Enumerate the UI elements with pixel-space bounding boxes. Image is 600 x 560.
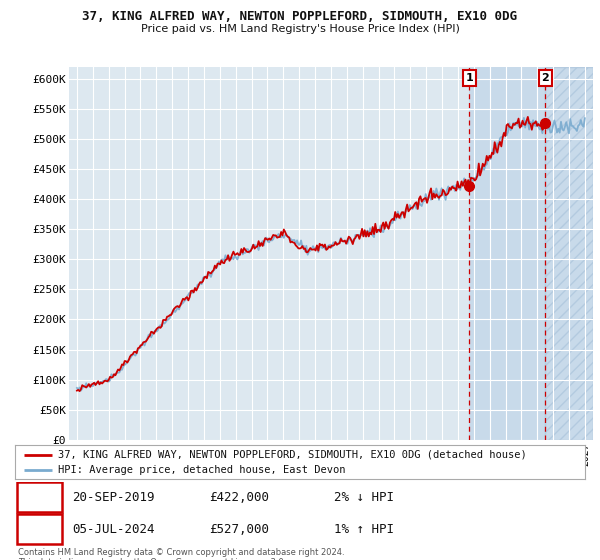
Text: Price paid vs. HM Land Registry's House Price Index (HPI): Price paid vs. HM Land Registry's House … <box>140 24 460 34</box>
Text: 1: 1 <box>466 73 473 83</box>
Text: 2: 2 <box>542 73 550 83</box>
FancyBboxPatch shape <box>17 515 62 544</box>
FancyBboxPatch shape <box>17 482 62 512</box>
Text: £422,000: £422,000 <box>209 491 269 503</box>
Text: 1% ↑ HPI: 1% ↑ HPI <box>334 522 394 536</box>
Text: 05-JUL-2024: 05-JUL-2024 <box>72 522 155 536</box>
Bar <box>545 67 593 440</box>
Text: £527,000: £527,000 <box>209 522 269 536</box>
Text: 2: 2 <box>36 522 43 536</box>
Text: 1: 1 <box>36 491 43 503</box>
Text: 20-SEP-2019: 20-SEP-2019 <box>72 491 155 503</box>
Text: 37, KING ALFRED WAY, NEWTON POPPLEFORD, SIDMOUTH, EX10 0DG: 37, KING ALFRED WAY, NEWTON POPPLEFORD, … <box>83 10 517 23</box>
Text: 37, KING ALFRED WAY, NEWTON POPPLEFORD, SIDMOUTH, EX10 0DG (detached house): 37, KING ALFRED WAY, NEWTON POPPLEFORD, … <box>58 450 527 460</box>
Text: Contains HM Land Registry data © Crown copyright and database right 2024.
This d: Contains HM Land Registry data © Crown c… <box>18 548 344 560</box>
Bar <box>469 67 545 440</box>
Text: 2% ↓ HPI: 2% ↓ HPI <box>334 491 394 503</box>
Text: HPI: Average price, detached house, East Devon: HPI: Average price, detached house, East… <box>58 465 345 475</box>
